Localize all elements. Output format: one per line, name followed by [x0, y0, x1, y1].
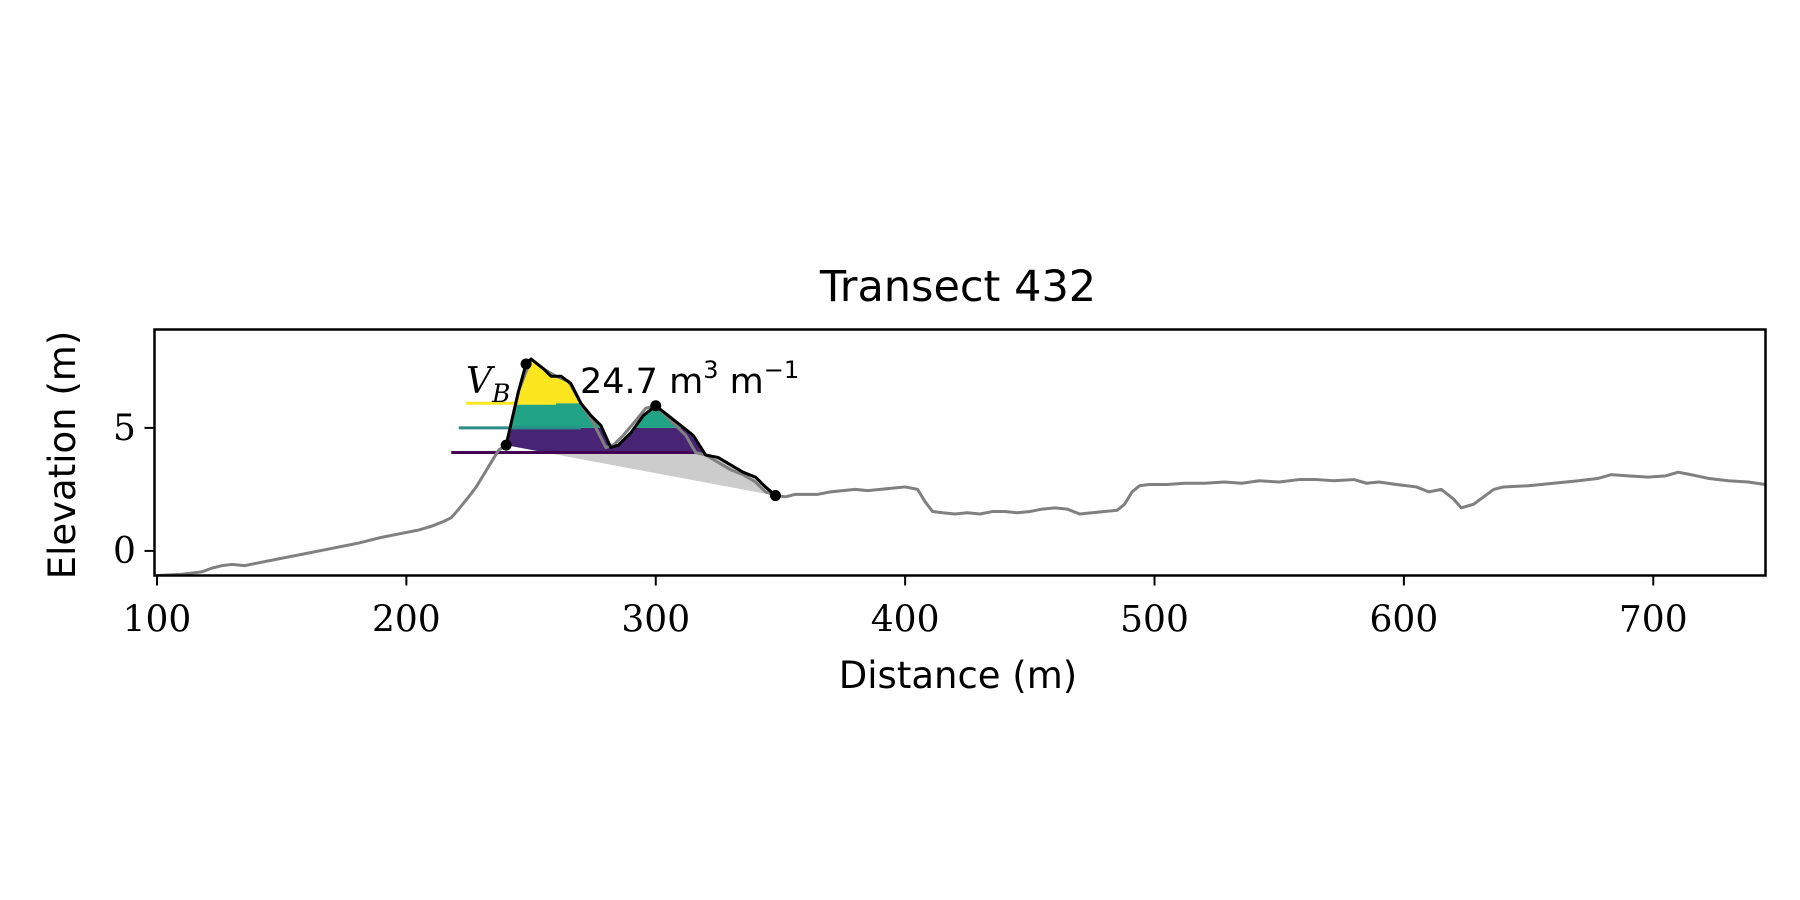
annotation-unit-suffix: m [730, 362, 764, 402]
x-tick-label-300: 300 [621, 600, 690, 641]
dune-outline [504, 357, 777, 497]
profile-line [156, 357, 1766, 576]
annotation-value: 24.7 [580, 362, 658, 402]
x-tick-label-200: 200 [372, 600, 441, 641]
plot-area [156, 357, 1766, 576]
x-tick-label-100: 100 [123, 600, 192, 641]
y-tick-label-5: 5 [113, 408, 136, 449]
x-tick-label-600: 600 [1370, 600, 1439, 641]
svg-text:24.7 m3 m−1: 24.7 m3 m−1 [580, 356, 799, 402]
x-axis-ticks: 100 200 300 400 500 600 700 [123, 575, 1688, 641]
annotation-unit: m [669, 362, 703, 402]
chart-title: Transect 432 [819, 262, 1096, 312]
annotation-subscript: B [491, 379, 510, 408]
y-tick-label-0: 0 [113, 531, 136, 572]
x-axis-label: Distance (m) [839, 654, 1077, 697]
annotation-unit-suffix-sup: −1 [764, 356, 799, 384]
svg-text:VB: VB [466, 361, 510, 408]
y-axis-ticks: 05 [113, 408, 155, 572]
annotation-symbol: V [466, 361, 496, 402]
x-tick-label-400: 400 [871, 600, 940, 641]
dune-point-4 [769, 490, 781, 502]
dune-point-1 [500, 439, 512, 451]
dune-point-2 [520, 358, 532, 370]
dune-point-3 [650, 400, 662, 412]
axes-frame [153, 328, 1767, 577]
annotation-unit-sup: 3 [703, 356, 718, 384]
x-tick-label-700: 700 [1619, 600, 1688, 641]
x-tick-label-500: 500 [1120, 600, 1189, 641]
volume-band-1 [506, 427, 776, 453]
y-axis-label: Elevation (m) [41, 331, 84, 580]
volume-annotation: VB 24.7 m3 m−1 [466, 356, 799, 408]
